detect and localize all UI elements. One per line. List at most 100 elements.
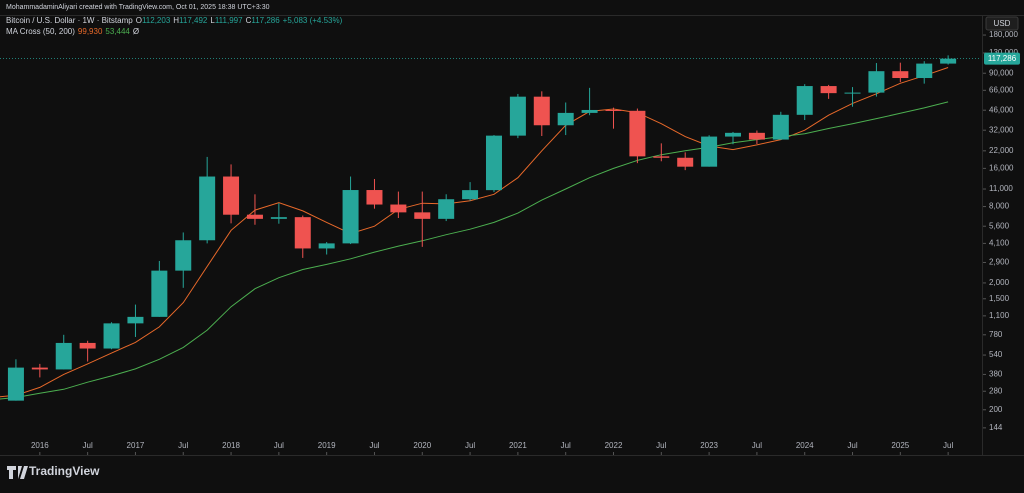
candle-body	[510, 97, 526, 136]
y-tick-label: 32,000	[989, 125, 1014, 134]
candle-body	[582, 110, 598, 113]
candle-body	[319, 243, 335, 248]
y-tick-label: 66,000	[989, 85, 1014, 94]
candle-body	[390, 205, 406, 213]
x-tick-label: 2020	[413, 441, 431, 450]
y-tick-label: 280	[989, 386, 1003, 395]
candle-body	[127, 317, 143, 323]
candle-body	[677, 158, 693, 167]
candle-body	[892, 71, 908, 78]
ohlc-value: 111,997	[215, 16, 243, 25]
candle-body	[175, 240, 191, 270]
x-tick-label: Jul	[943, 441, 953, 450]
currency: USD	[994, 19, 1011, 28]
x-tick-label: 2021	[509, 441, 527, 450]
y-tick-label: 16,000	[989, 163, 1014, 172]
y-tick-label: 11,000	[989, 184, 1013, 193]
candle-body	[486, 136, 502, 190]
candle-body	[701, 137, 717, 167]
brand: TradingView	[29, 464, 100, 478]
indicator-value: 53,444	[105, 27, 130, 36]
ohlc-value: 112,203	[142, 16, 171, 25]
y-tick-label: 1,100	[989, 311, 1010, 320]
y-tick-label: 540	[989, 350, 1003, 359]
x-tick-label: 2017	[127, 441, 145, 450]
x-tick-label: Jul	[369, 441, 379, 450]
x-tick-label: Jul	[752, 441, 762, 450]
x-tick-label: 2018	[222, 441, 240, 450]
candle	[486, 135, 502, 192]
y-tick-label: 2,900	[989, 258, 1010, 267]
y-tick-label: 180,000	[989, 30, 1018, 39]
candle-body	[247, 215, 263, 219]
candle-body	[223, 177, 239, 215]
x-tick-label: 2022	[605, 441, 623, 450]
candle-body	[916, 64, 932, 78]
candle-body	[32, 368, 48, 370]
candle	[797, 84, 813, 120]
candle-body	[797, 86, 813, 115]
y-tick-label: 1,500	[989, 294, 1010, 303]
y-tick-label: 2,000	[989, 278, 1010, 287]
candle-body	[8, 368, 24, 401]
candle-body	[773, 115, 789, 140]
candle-body	[271, 217, 287, 219]
y-tick-label: 90,000	[989, 68, 1014, 77]
candle-body	[104, 323, 120, 348]
change: +5,083 (+4.53%)	[283, 16, 343, 25]
x-tick-label: Jul	[561, 441, 571, 450]
y-tick-label: 380	[989, 370, 1003, 379]
candle-body	[462, 190, 478, 199]
header: MohammadaminAliyari created with Trading…	[6, 4, 270, 11]
candle-body	[80, 343, 96, 349]
candle-body	[151, 271, 167, 317]
candle	[773, 112, 789, 140]
indicator: MA Cross (50, 200)	[6, 27, 75, 36]
x-tick-label: Jul	[274, 441, 284, 450]
candle-body	[438, 199, 454, 219]
x-tick-label: 2016	[31, 441, 49, 450]
y-tick-label: 46,000	[989, 105, 1014, 114]
candle-body	[295, 217, 311, 248]
x-tick-label: Jul	[465, 441, 475, 450]
candle	[510, 94, 526, 138]
x-tick-label: Jul	[847, 441, 857, 450]
candle-body	[366, 190, 382, 205]
candle-body	[56, 343, 72, 370]
x-tick-label: 2023	[700, 441, 718, 450]
candle-body	[868, 71, 884, 92]
x-tick-label: 2025	[891, 441, 909, 450]
y-tick-label: 200	[989, 405, 1003, 414]
candle-body	[749, 133, 765, 140]
candle-body	[414, 212, 430, 218]
candle-body	[343, 190, 359, 243]
candle-body	[845, 93, 861, 94]
y-tick-label: 4,100	[989, 238, 1010, 247]
symbol: Bitcoin / U.S. Dollar · 1W · Bitstamp	[6, 16, 133, 25]
x-tick-label: 2024	[796, 441, 814, 450]
y-tick-label: 780	[989, 330, 1003, 339]
x-tick-label: Jul	[656, 441, 666, 450]
x-tick-label: Jul	[178, 441, 188, 450]
candle-body	[534, 97, 550, 126]
y-tick-label: 8,000	[989, 202, 1010, 211]
candle-body	[653, 156, 669, 157]
candle	[629, 109, 645, 164]
candle	[701, 135, 717, 166]
candle-body	[558, 113, 574, 125]
ohlc-value: 117,492	[179, 16, 208, 25]
indicator-value: 99,930	[78, 27, 103, 36]
y-tick-label: 144	[989, 423, 1003, 432]
y-tick-label: 5,600	[989, 221, 1010, 230]
candle-body	[821, 86, 837, 93]
last-price-label: 117,286	[988, 54, 1017, 63]
candle-body	[605, 110, 621, 111]
candle-body	[199, 177, 215, 241]
ohlc-value: 117,286	[251, 16, 280, 25]
candle	[104, 322, 120, 349]
